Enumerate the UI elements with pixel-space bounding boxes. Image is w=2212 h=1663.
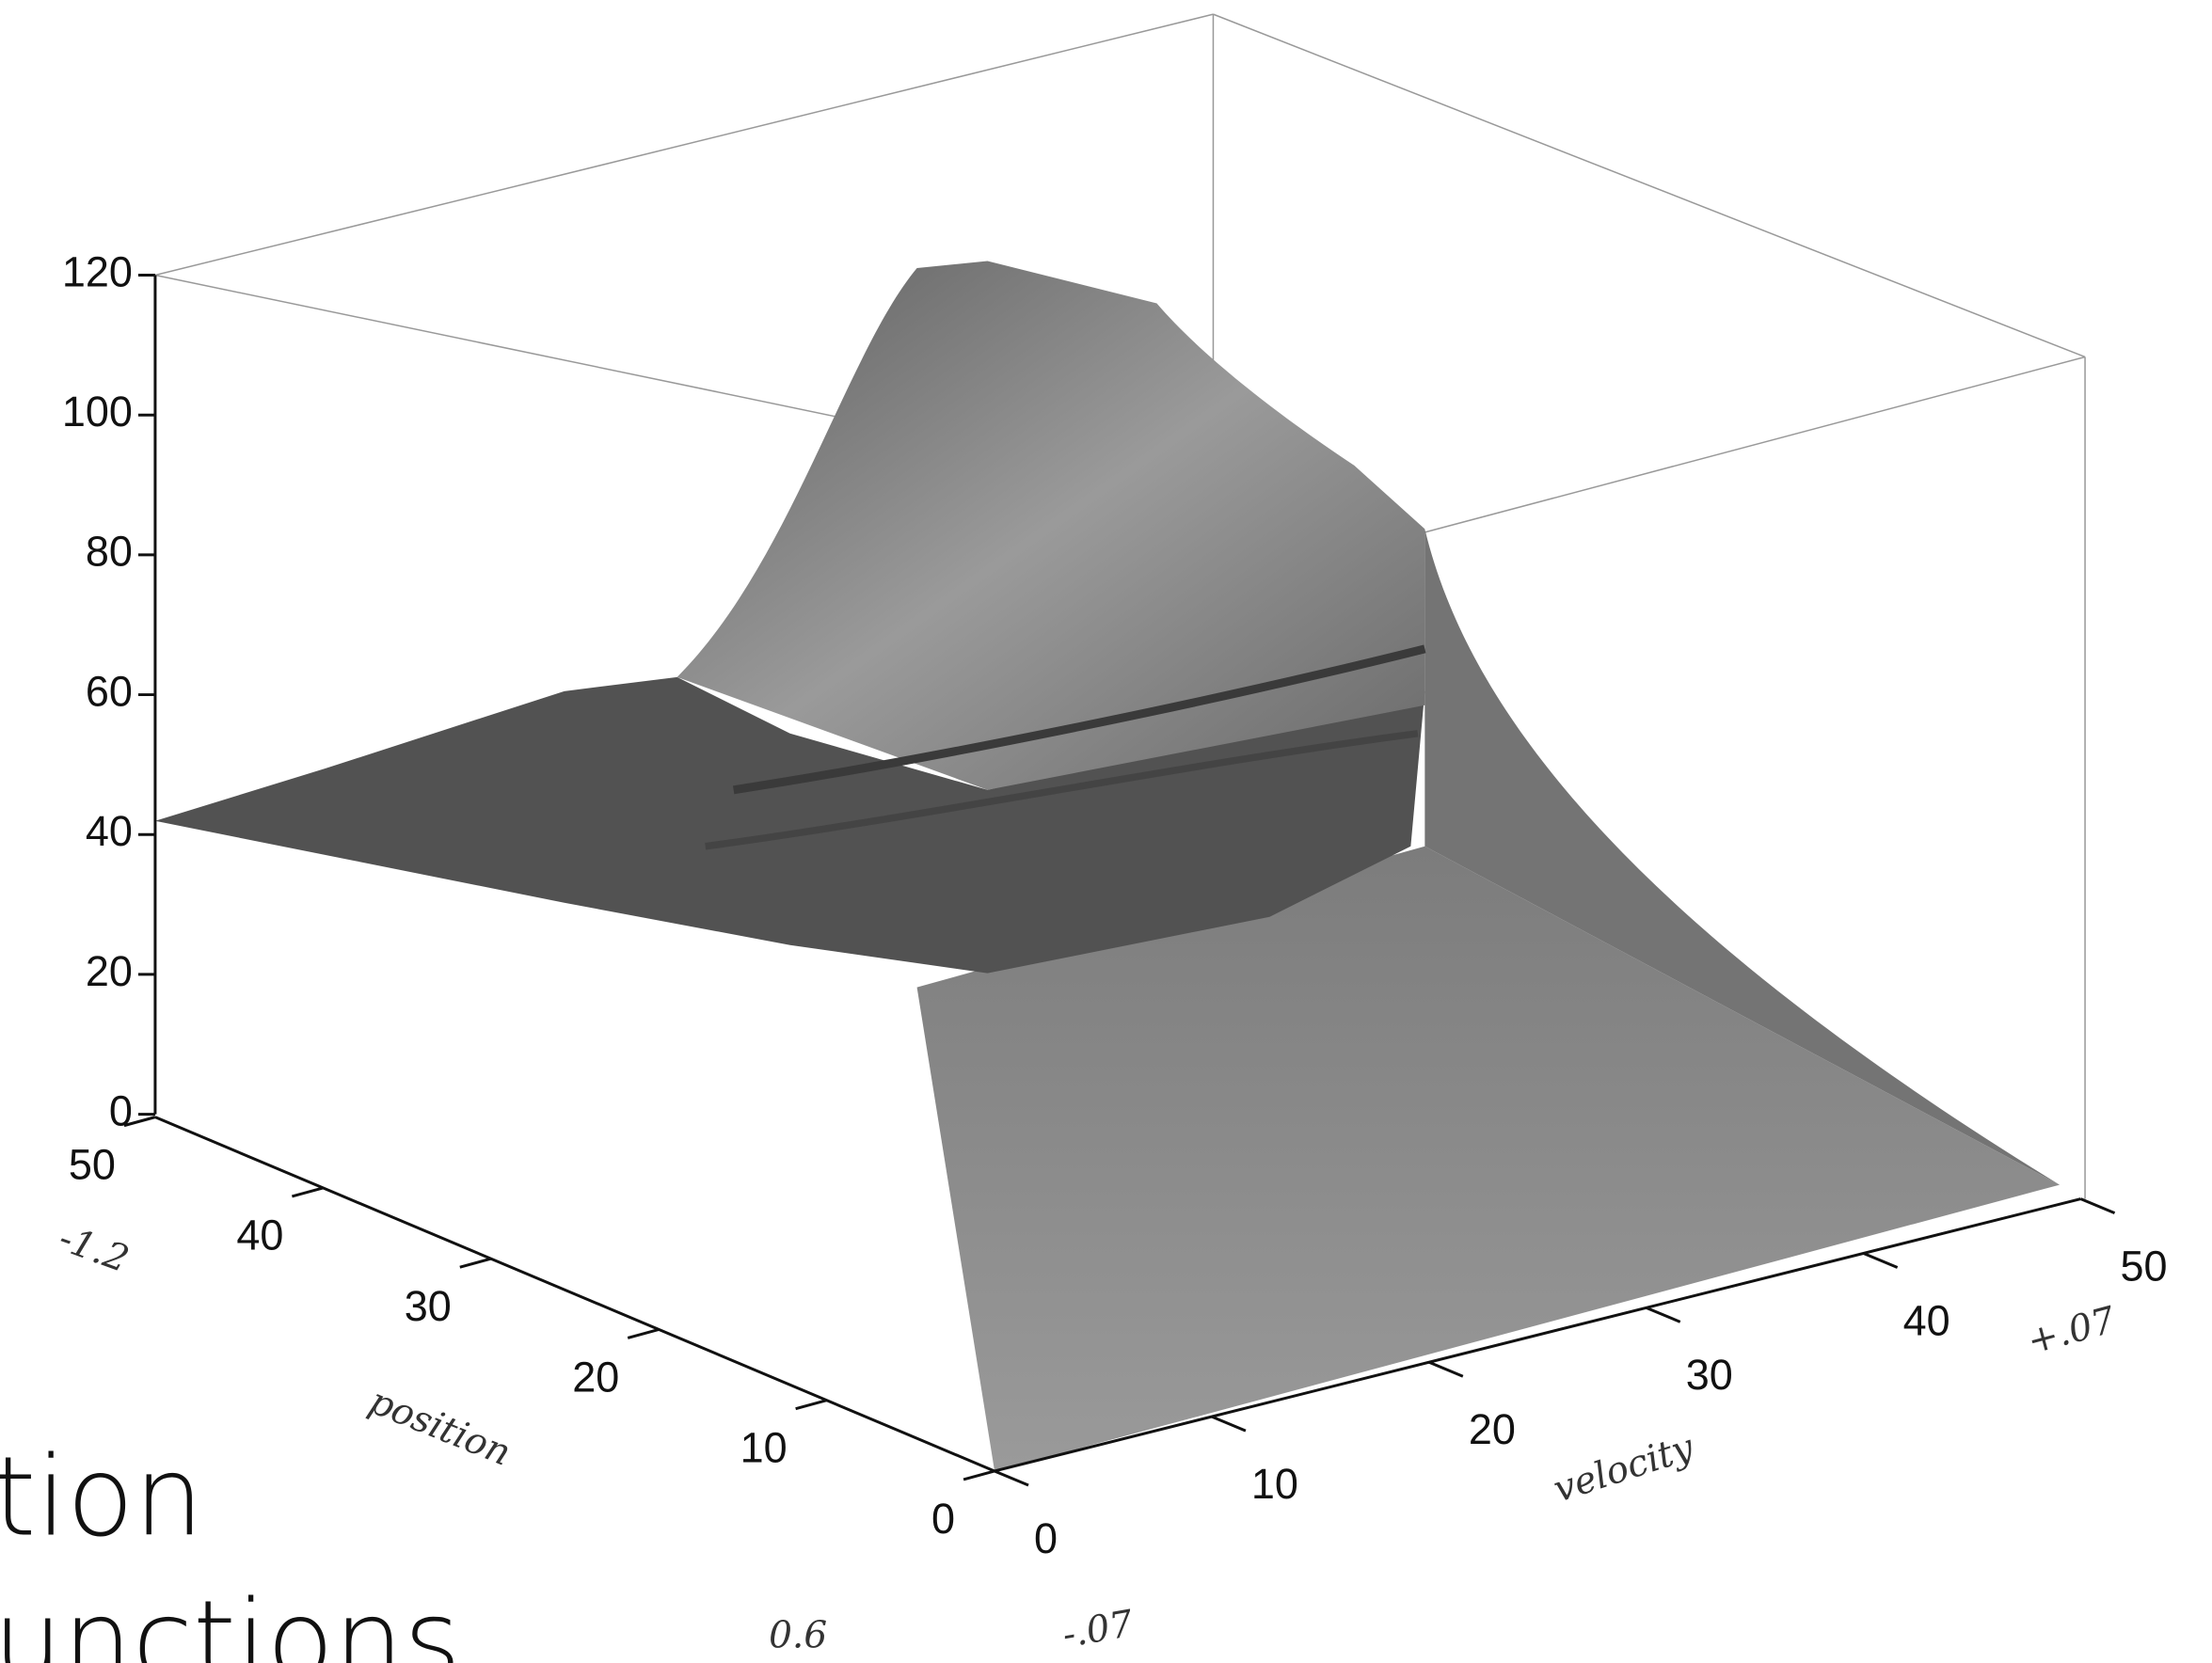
- z-tick-label: 100: [62, 388, 133, 436]
- z-tick-label: 20: [86, 947, 133, 995]
- velocity-tick-label: 10: [1251, 1460, 1298, 1508]
- velocity-tick: [995, 1471, 1028, 1485]
- annotation: +.07: [2023, 1299, 2120, 1363]
- z-tick-label: 120: [62, 247, 133, 295]
- position-tick-label: 50: [69, 1140, 116, 1188]
- velocity-tick-label: 20: [1469, 1405, 1516, 1453]
- position-tick: [292, 1188, 323, 1196]
- annotation: 0.6: [769, 1614, 827, 1656]
- position-tick-label: 10: [740, 1424, 788, 1472]
- annotation: -.07: [1059, 1603, 1137, 1656]
- velocity-tick: [1429, 1362, 1463, 1376]
- position-axis: [155, 1117, 995, 1471]
- position-tick: [628, 1329, 659, 1338]
- velocity-tick-label: 0: [1034, 1514, 1058, 1562]
- position-tick-label: 30: [405, 1282, 452, 1330]
- velocity-tick-label: 50: [2121, 1242, 2168, 1290]
- z-tick-label: 0: [109, 1086, 133, 1134]
- annotation: position: [363, 1380, 517, 1475]
- velocity-tick-label: 30: [1686, 1351, 1733, 1399]
- position-tick: [460, 1259, 491, 1267]
- z-tick-label: 40: [86, 807, 133, 855]
- slide-text: tion: [0, 1432, 204, 1560]
- velocity-tick-label: 40: [1903, 1296, 1950, 1344]
- z-tick-label: 80: [86, 528, 133, 576]
- velocity-tick: [1864, 1253, 1898, 1267]
- annotation: -1.2: [54, 1217, 135, 1281]
- page: -1.2 position 0.6 -.07 velocity +.07 tio…: [0, 0, 2212, 1663]
- position-tick-label: 20: [572, 1353, 619, 1401]
- velocity-tick: [1212, 1417, 1246, 1431]
- position-tick-label: 40: [236, 1212, 283, 1259]
- position-tick: [796, 1401, 827, 1409]
- position-tick-label: 0: [931, 1495, 955, 1543]
- slide-text: unctions: [0, 1576, 461, 1663]
- annotation: velocity: [1549, 1426, 1699, 1511]
- z-tick-label: 60: [86, 667, 133, 715]
- chart: -1.2 position 0.6 -.07 velocity +.07 tio…: [0, 0, 2212, 1663]
- position-tick: [963, 1471, 995, 1480]
- velocity-tick: [1647, 1307, 1680, 1322]
- velocity-tick: [2081, 1199, 2115, 1213]
